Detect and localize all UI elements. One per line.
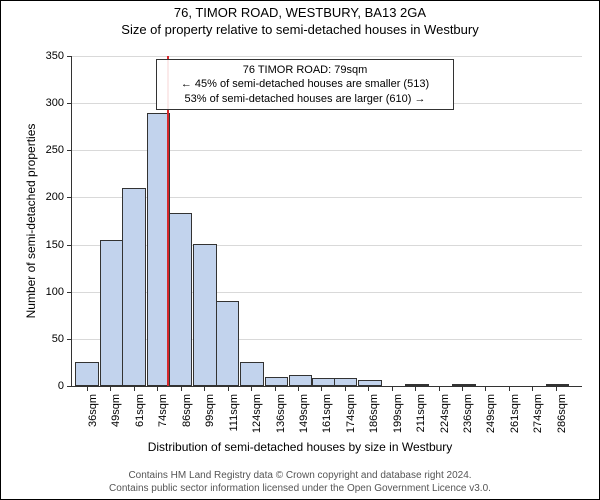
histogram-bar	[216, 301, 239, 386]
y-tick-label: 0	[58, 380, 72, 392]
histogram-bar	[312, 378, 335, 386]
attribution-line2: Contains public sector information licen…	[1, 483, 599, 496]
y-tick-label: 200	[46, 191, 72, 203]
x-tick	[298, 386, 299, 391]
x-tick-label: 236sqm	[462, 394, 474, 433]
histogram-bar	[122, 188, 145, 386]
x-tick	[228, 386, 229, 391]
histogram-bar	[75, 362, 98, 386]
x-tick-label: 149sqm	[298, 394, 310, 433]
x-tick	[556, 386, 557, 391]
x-tick-label: 49sqm	[110, 394, 122, 427]
y-tick-label: 150	[46, 239, 72, 251]
histogram-bar	[334, 378, 357, 386]
histogram-bar	[169, 213, 192, 386]
x-tick	[110, 386, 111, 391]
y-tick-label: 350	[46, 50, 72, 62]
x-tick	[204, 386, 205, 391]
x-tick	[157, 386, 158, 391]
annotation-box: 76 TIMOR ROAD: 79sqm ← 45% of semi-detac…	[156, 59, 454, 110]
x-tick-label: 111sqm	[228, 394, 240, 432]
annotation-line1: 76 TIMOR ROAD: 79sqm	[165, 63, 445, 77]
x-tick-label: 124sqm	[251, 394, 263, 433]
x-tick-label: 261sqm	[509, 394, 521, 433]
x-tick	[345, 386, 346, 391]
x-tick	[368, 386, 369, 391]
x-tick-label: 211sqm	[415, 394, 427, 432]
histogram-bar	[452, 384, 475, 386]
histogram-bar	[265, 377, 288, 386]
histogram-bar	[100, 240, 123, 386]
histogram-bar	[289, 375, 312, 386]
address-line: 76, TIMOR ROAD, WESTBURY, BA13 2GA	[1, 5, 599, 20]
x-tick	[251, 386, 252, 391]
annotation-line3: 53% of semi-detached houses are larger (…	[165, 92, 445, 106]
histogram-bar	[193, 244, 216, 386]
annotation-line2: ← 45% of semi-detached houses are smalle…	[165, 77, 445, 91]
x-tick	[87, 386, 88, 391]
x-tick	[462, 386, 463, 391]
x-tick	[485, 386, 486, 391]
x-tick-label: 99sqm	[204, 394, 216, 427]
histogram-bar	[405, 384, 428, 386]
x-tick	[275, 386, 276, 391]
grid-line	[72, 56, 582, 57]
x-tick	[532, 386, 533, 391]
y-tick-label: 100	[46, 286, 72, 298]
x-axis-title: Distribution of semi-detached houses by …	[1, 440, 599, 454]
x-tick-label: 174sqm	[345, 394, 357, 433]
x-tick-label: 86sqm	[181, 394, 193, 427]
y-axis-title: Number of semi-detached properties	[24, 124, 38, 319]
x-tick-label: 224sqm	[439, 394, 451, 433]
y-tick-label: 250	[46, 144, 72, 156]
x-tick	[134, 386, 135, 391]
x-tick-label: 249sqm	[485, 394, 497, 433]
x-tick-label: 186sqm	[368, 394, 380, 433]
y-tick-label: 50	[52, 333, 72, 345]
x-tick-label: 199sqm	[392, 394, 404, 433]
x-tick	[392, 386, 393, 391]
histogram-bar	[240, 362, 263, 386]
x-tick-label: 74sqm	[157, 394, 169, 427]
x-tick-label: 136sqm	[275, 394, 287, 433]
x-tick-label: 274sqm	[532, 394, 544, 433]
attribution-line1: Contains HM Land Registry data © Crown c…	[1, 470, 599, 483]
x-tick-label: 36sqm	[87, 394, 99, 427]
x-tick	[415, 386, 416, 391]
x-tick	[439, 386, 440, 391]
chart-container: 76, TIMOR ROAD, WESTBURY, BA13 2GA Size …	[0, 0, 600, 500]
histogram-bar	[546, 384, 569, 386]
y-tick-label: 300	[46, 97, 72, 109]
x-tick-label: 161sqm	[321, 394, 333, 433]
x-tick-label: 286sqm	[556, 394, 568, 433]
attribution: Contains HM Land Registry data © Crown c…	[1, 470, 599, 495]
chart-subtitle: Size of property relative to semi-detach…	[1, 22, 599, 37]
x-tick	[321, 386, 322, 391]
x-tick-label: 61sqm	[134, 394, 146, 427]
histogram-bar	[358, 380, 381, 386]
x-tick	[509, 386, 510, 391]
x-tick	[181, 386, 182, 391]
